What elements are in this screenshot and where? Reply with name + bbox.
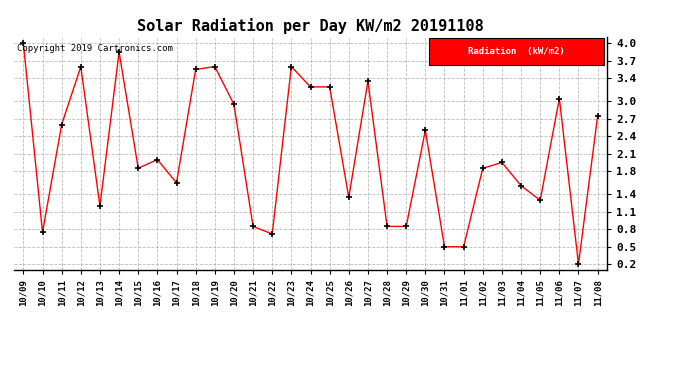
Title: Solar Radiation per Day KW/m2 20191108: Solar Radiation per Day KW/m2 20191108 <box>137 18 484 33</box>
FancyBboxPatch shape <box>429 38 604 65</box>
Text: Copyright 2019 Cartronics.com: Copyright 2019 Cartronics.com <box>17 45 172 54</box>
Text: Radiation  (kW/m2): Radiation (kW/m2) <box>469 47 565 56</box>
